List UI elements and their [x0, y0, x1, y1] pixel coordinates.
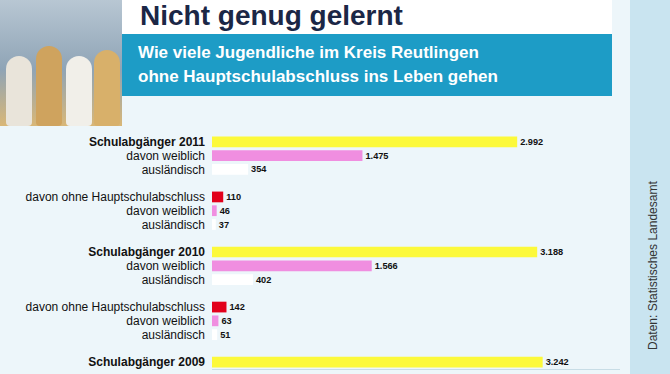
svg-text:davon weiblich: davon weiblich	[126, 259, 205, 273]
svg-text:110: 110	[226, 192, 241, 202]
svg-text:davon ohne Hauptschulabschluss: davon ohne Hauptschulabschluss	[26, 300, 205, 314]
svg-text:51: 51	[220, 330, 230, 340]
svg-text:davon ohne Hauptschulabschluss: davon ohne Hauptschulabschluss	[26, 190, 205, 204]
svg-text:354: 354	[251, 164, 267, 174]
svg-text:3.188: 3.188	[540, 247, 563, 257]
svg-text:ausländisch: ausländisch	[142, 328, 205, 342]
svg-text:davon weiblich: davon weiblich	[126, 204, 205, 218]
svg-text:davon weiblich: davon weiblich	[126, 314, 205, 328]
svg-text:63: 63	[221, 316, 231, 326]
svg-text:ausländisch: ausländisch	[142, 218, 205, 232]
svg-text:46: 46	[220, 206, 230, 216]
svg-text:Schulabgänger 2009: Schulabgänger 2009	[88, 355, 205, 369]
html-text:Daten: Statistisches Landesamt: Daten: Statistisches Landesamt	[646, 181, 660, 350]
svg-text:402: 402	[256, 275, 271, 285]
svg-text:ausländisch: ausländisch	[142, 273, 205, 287]
svg-text:2.992: 2.992	[520, 137, 543, 147]
svg-text:1.475: 1.475	[365, 151, 388, 161]
svg-text:3.242: 3.242	[546, 357, 569, 367]
svg-text:Schulabgänger 2011: Schulabgänger 2011	[89, 135, 205, 149]
svg-text:1.566: 1.566	[375, 261, 398, 271]
svg-text:davon weiblich: davon weiblich	[126, 149, 205, 163]
svg-text:37: 37	[219, 220, 229, 230]
svg-text:142: 142	[229, 302, 244, 312]
html-text:ohne Hauptschulabschluss ins L: ohne Hauptschulabschluss ins Leben gehen	[138, 67, 498, 86]
html-text:Nicht genug gelernt: Nicht genug gelernt	[140, 0, 403, 31]
svg-text:Schulabgänger 2010: Schulabgänger 2010	[88, 245, 205, 259]
svg-text:ausländisch: ausländisch	[142, 163, 205, 177]
html-text:Wie viele Jugendliche im Kreis: Wie viele Jugendliche im Kreis Reutlinge…	[138, 43, 479, 62]
